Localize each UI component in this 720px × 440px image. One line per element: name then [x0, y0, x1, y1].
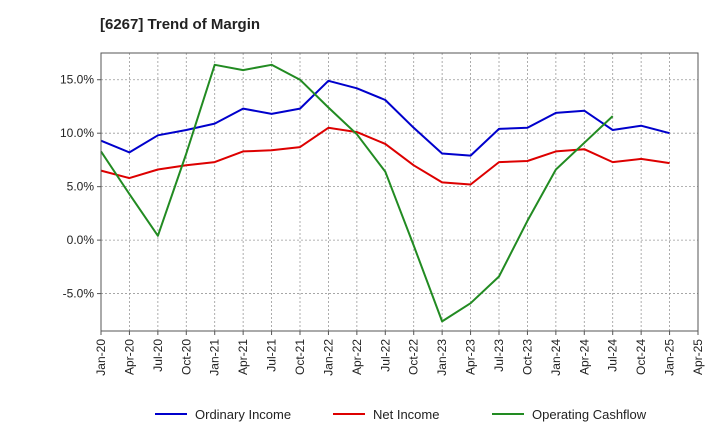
x-tick-label: Apr-22 — [350, 339, 364, 375]
x-tick-label: Apr-23 — [464, 339, 478, 375]
y-tick-label: 5.0% — [67, 180, 95, 194]
legend-label-ordinary-income: Ordinary Income — [195, 407, 291, 422]
y-tick-label: 15.0% — [60, 73, 94, 87]
y-tick-label: -5.0% — [63, 287, 95, 301]
x-tick-label: Oct-24 — [634, 339, 648, 375]
x-tick-label: Jul-23 — [492, 339, 506, 372]
axis-layer: Jan-20 Apr-20 Jul-20 Oct-20 Jan-21 Apr-21 Jul-… — [60, 73, 705, 376]
series-layer — [100, 63, 670, 323]
plot-frame — [100, 52, 699, 332]
x-tick-label: Jan-24 — [549, 339, 563, 376]
series-line-net-income — [100, 126, 670, 186]
x-tick-label: Oct-21 — [293, 339, 307, 375]
legend-label-net-income: Net Income — [373, 407, 439, 422]
x-tick-label: Jan-22 — [321, 339, 335, 376]
series-line-operating-cashflow — [100, 63, 614, 323]
x-tick-label: Jul-24 — [606, 339, 620, 372]
legend-label-operating-cashflow: Operating Cashflow — [532, 407, 647, 422]
x-tick-label: Apr-21 — [236, 339, 250, 375]
x-tick-label: Apr-24 — [577, 339, 591, 375]
y-tick-label: 10.0% — [60, 126, 94, 140]
x-tick-label: Jan-23 — [435, 339, 449, 376]
x-tick-label: Oct-20 — [179, 339, 193, 375]
x-tick-label: Jan-21 — [208, 339, 222, 376]
x-tick-label: Oct-23 — [520, 339, 534, 375]
y-tick-label: 0.0% — [67, 233, 95, 247]
x-tick-label: Jul-20 — [151, 339, 165, 372]
x-tick-label: Jan-25 — [663, 339, 677, 376]
x-tick-label: Apr-25 — [691, 339, 705, 375]
chart-title: [6267] Trend of Margin — [100, 16, 261, 33]
x-tick-label: Jul-22 — [378, 339, 392, 372]
series-line-ordinary-income — [100, 79, 670, 157]
grid-layer — [100, 53, 699, 331]
x-tick-label: Apr-20 — [122, 339, 136, 375]
legend: Ordinary Income Net Income Operating Cashf… — [155, 407, 647, 422]
x-tick-label: Oct-22 — [407, 339, 421, 375]
x-tick-label: Jan-20 — [94, 339, 108, 376]
x-tick-label: Jul-21 — [265, 339, 279, 372]
